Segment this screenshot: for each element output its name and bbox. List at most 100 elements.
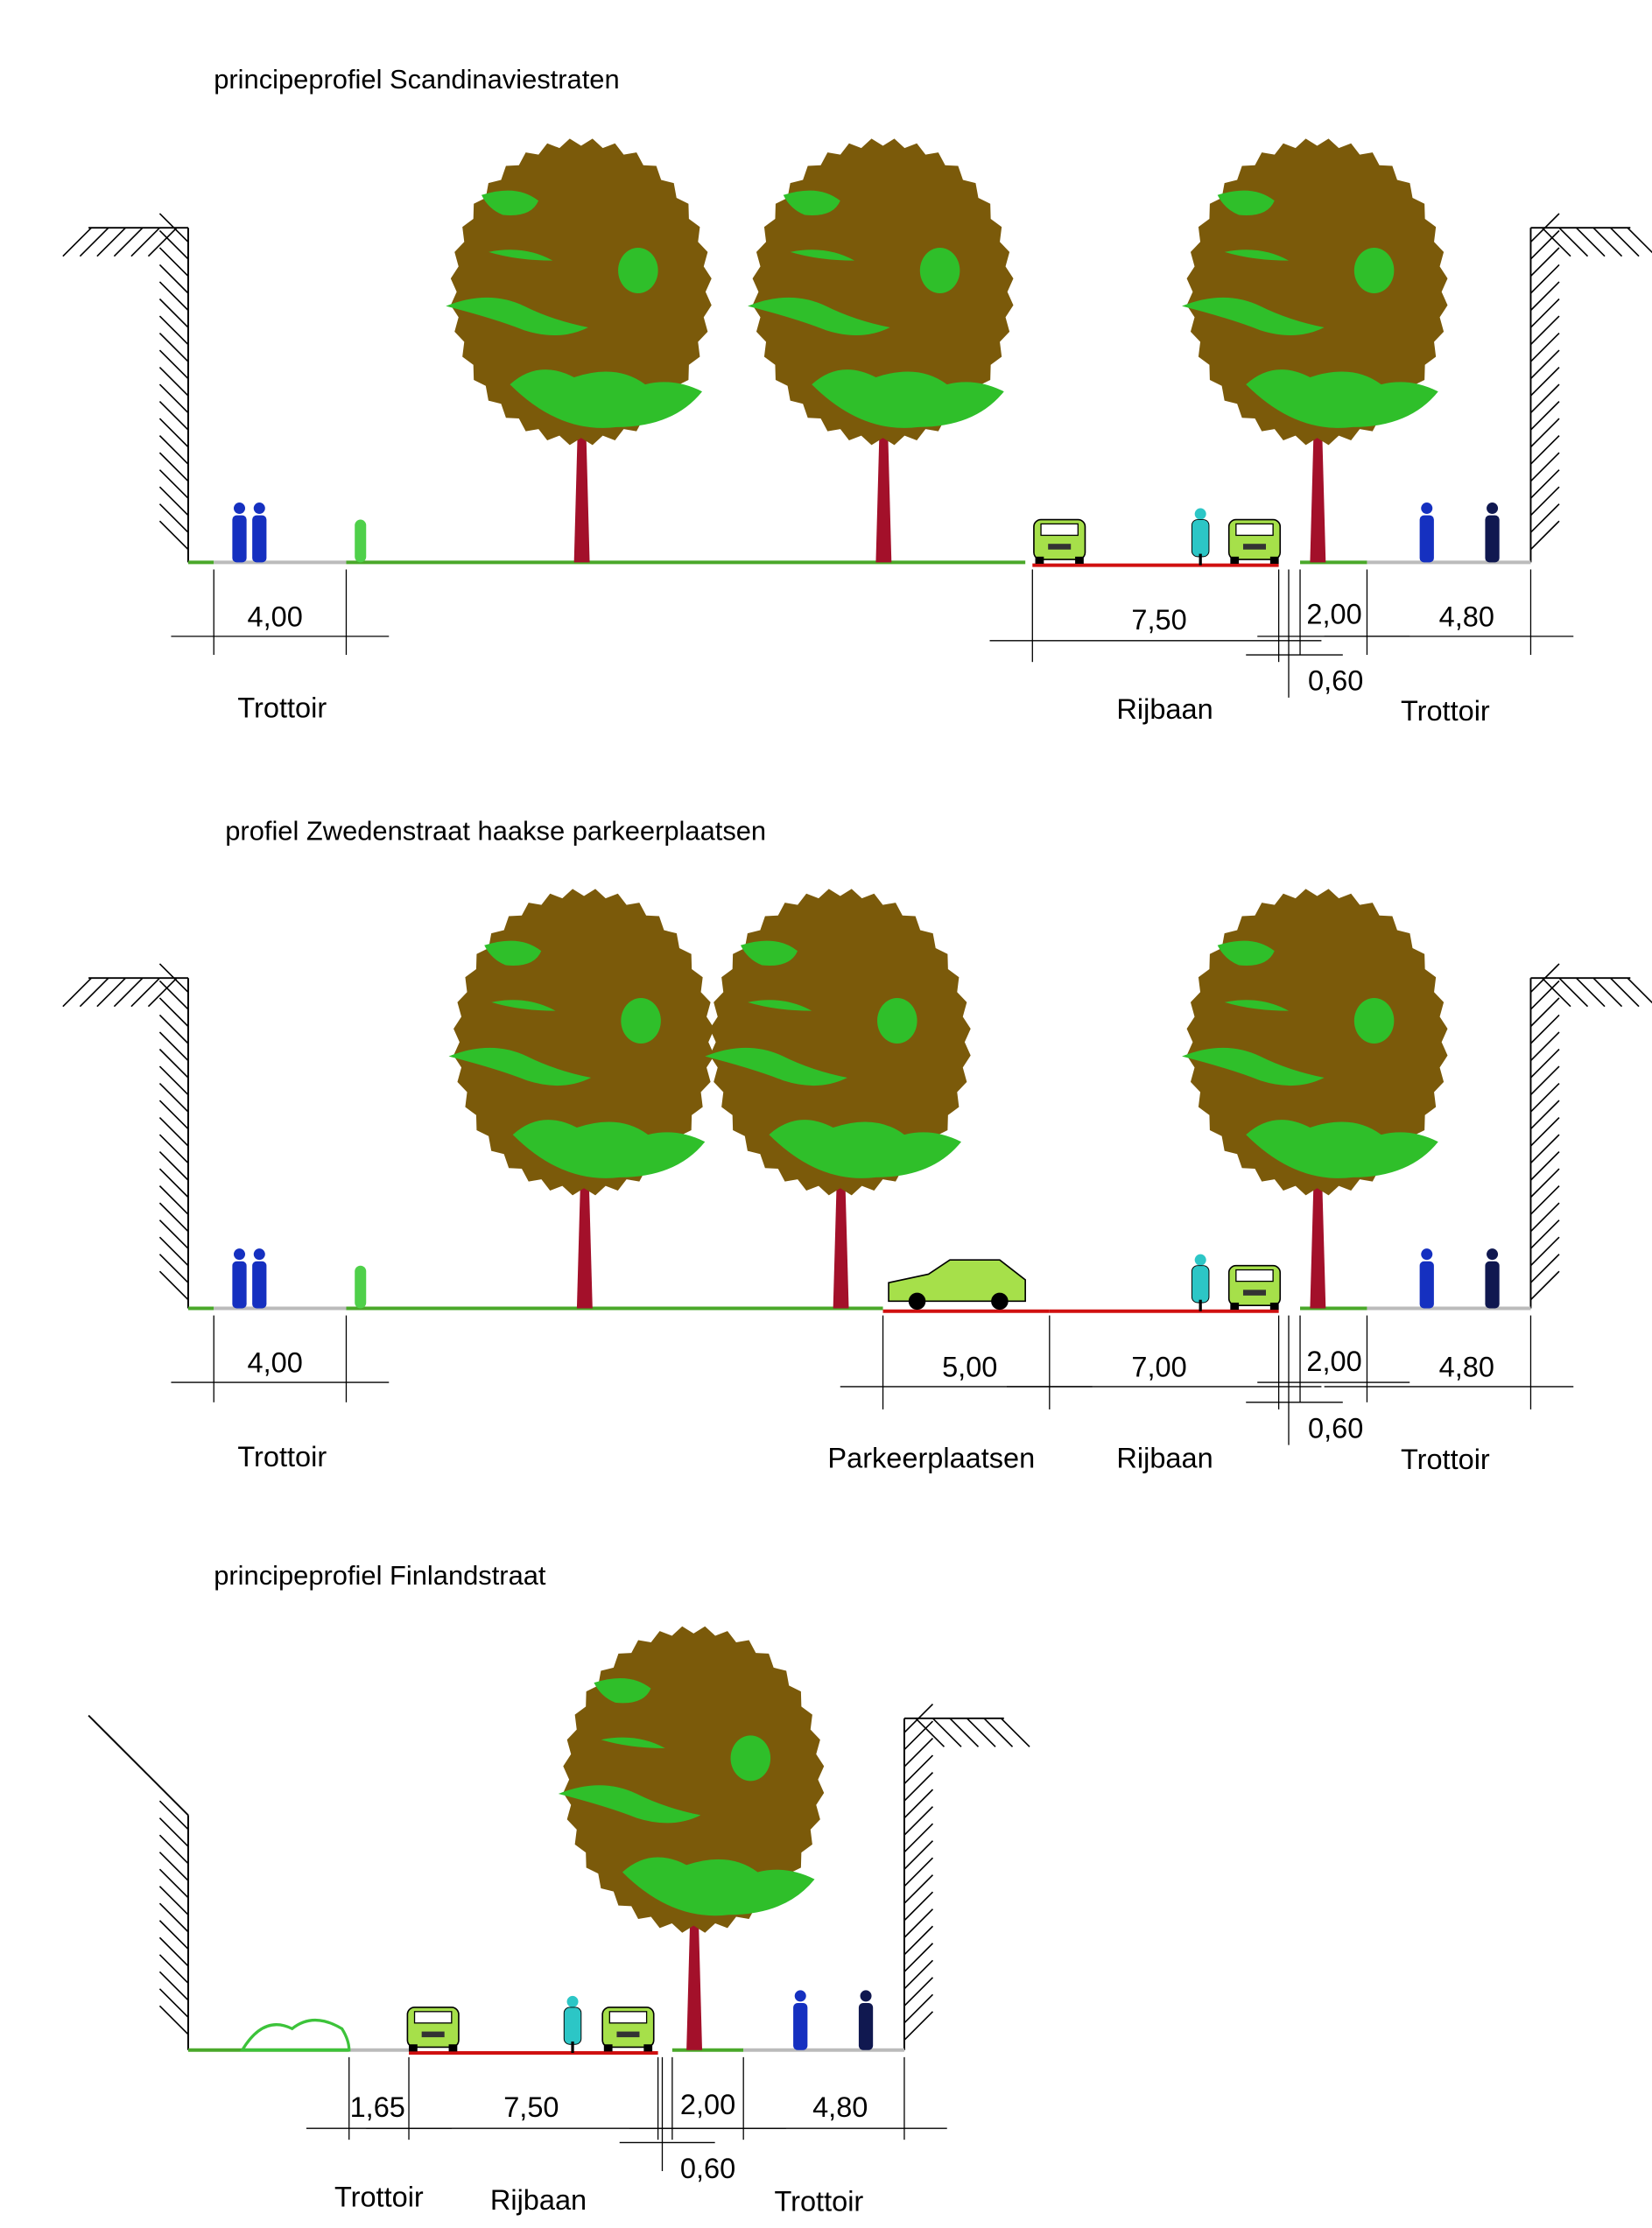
car xyxy=(1033,518,1086,564)
head xyxy=(1194,1254,1206,1266)
hatch xyxy=(158,2005,189,2035)
hatch xyxy=(903,1925,934,1956)
body xyxy=(252,1261,267,1309)
hatch xyxy=(158,1834,189,1865)
car-grille xyxy=(1048,544,1072,550)
car-window xyxy=(1235,1269,1274,1283)
hatch xyxy=(903,1857,934,1887)
hatch xyxy=(983,1718,1014,1747)
dimension-text: 2,00 xyxy=(680,2089,735,2120)
body xyxy=(1191,1265,1210,1304)
crown xyxy=(752,138,1014,446)
hatch xyxy=(158,366,189,397)
building-wall xyxy=(88,1714,189,2050)
hatch xyxy=(1529,349,1560,380)
dimension-text: 0,60 xyxy=(1308,1412,1363,1444)
foliage xyxy=(1224,250,1290,261)
tree xyxy=(1182,889,1448,1309)
hatch xyxy=(1609,227,1640,257)
car-body xyxy=(888,1259,1026,1303)
hatch xyxy=(158,1219,189,1249)
hatch xyxy=(158,469,189,499)
body xyxy=(1485,515,1500,563)
wheel xyxy=(1035,556,1044,564)
head xyxy=(1487,1248,1499,1261)
body xyxy=(252,515,267,563)
body xyxy=(793,2003,808,2050)
hatch xyxy=(1529,1219,1560,1249)
tree xyxy=(558,1626,825,2050)
hatch xyxy=(1000,1718,1030,1747)
foliage xyxy=(448,1047,592,1086)
hatch xyxy=(1529,418,1560,448)
hatch xyxy=(1529,1116,1560,1147)
hatch xyxy=(1529,486,1560,517)
wheel xyxy=(1269,556,1279,564)
section-label: Rijbaan xyxy=(1116,693,1213,725)
head xyxy=(1194,508,1206,520)
trunk xyxy=(833,1156,849,1309)
body xyxy=(232,515,247,563)
hatch xyxy=(903,1959,934,1990)
hatch xyxy=(949,1718,980,1747)
dimension-text: 5,00 xyxy=(942,1352,997,1383)
section-label: Rijbaan xyxy=(490,2184,587,2216)
hatch xyxy=(158,1936,189,1967)
hatch xyxy=(903,1977,934,2007)
hatch xyxy=(1541,977,1571,1008)
foliage xyxy=(512,1120,706,1178)
car-grille xyxy=(1242,1290,1266,1296)
foliage xyxy=(489,250,553,261)
car-grille xyxy=(616,2031,640,2038)
wall-line xyxy=(88,1714,189,1817)
hatch xyxy=(1529,264,1560,294)
head xyxy=(234,503,246,515)
section-label: Trottoir xyxy=(237,1441,327,1472)
dimension-text: 0,60 xyxy=(1308,665,1363,697)
hatch xyxy=(158,997,189,1028)
tree xyxy=(1182,138,1448,563)
hatch xyxy=(158,503,189,533)
hatch xyxy=(1529,1254,1560,1283)
hatch xyxy=(1529,1082,1560,1113)
hatch xyxy=(1529,383,1560,414)
trunk xyxy=(1310,1156,1326,1309)
car xyxy=(1227,1264,1282,1311)
building-wall xyxy=(62,963,189,1309)
hatch xyxy=(158,1168,189,1198)
body xyxy=(1419,515,1434,563)
car-window xyxy=(1040,523,1079,537)
foliage xyxy=(783,190,840,216)
hatch xyxy=(931,1718,962,1747)
hatch xyxy=(158,1920,189,1950)
car-window xyxy=(608,2011,648,2024)
hatch xyxy=(130,227,161,257)
hatch xyxy=(158,1270,189,1301)
shrub xyxy=(239,2019,351,2052)
hatch xyxy=(158,1988,189,2018)
profile-title: profiel Zwedenstraat haakse parkeerplaat… xyxy=(225,815,766,846)
hatch xyxy=(158,247,189,278)
hatch xyxy=(903,1789,934,1819)
foliage xyxy=(1217,940,1275,966)
hatch xyxy=(79,977,109,1008)
hatch xyxy=(903,1840,934,1870)
car-grille xyxy=(1242,544,1266,550)
hatch xyxy=(1558,977,1589,1008)
dimension-text: 7,50 xyxy=(1131,604,1186,636)
hatch xyxy=(1529,503,1560,533)
section-label: Trottoir xyxy=(1401,695,1490,727)
hatch xyxy=(158,1800,189,1831)
foliage xyxy=(1182,297,1325,336)
foliage xyxy=(730,1735,771,1782)
person xyxy=(232,503,247,563)
hatch xyxy=(1529,332,1560,362)
hatch xyxy=(1529,452,1560,482)
hatch xyxy=(158,1116,189,1147)
foliage xyxy=(594,1677,651,1704)
hatch xyxy=(158,1134,189,1164)
dimension-text: 2,00 xyxy=(1306,1346,1361,1377)
hatch xyxy=(158,401,189,431)
crown xyxy=(453,889,715,1196)
